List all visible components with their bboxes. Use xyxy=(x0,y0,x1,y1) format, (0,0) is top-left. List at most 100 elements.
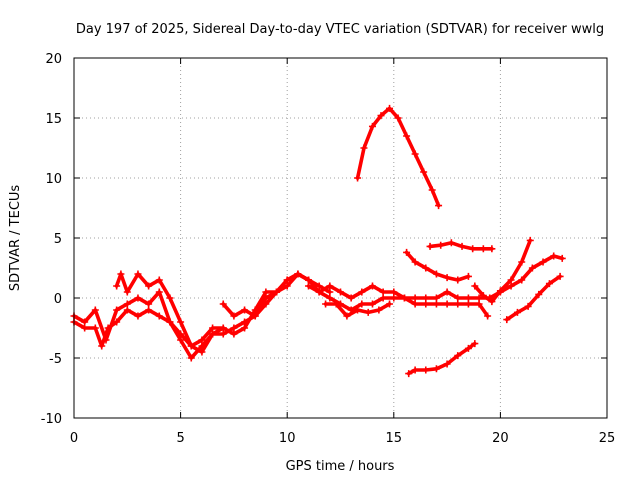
data-point xyxy=(545,280,553,288)
data-point xyxy=(283,276,291,284)
data-point xyxy=(315,282,323,290)
series-sat-h xyxy=(403,248,472,284)
x-tick-label: 15 xyxy=(386,431,403,446)
data-point xyxy=(496,288,504,296)
data-point xyxy=(113,318,121,326)
data-point xyxy=(177,336,185,344)
data-point xyxy=(524,302,532,310)
series-line xyxy=(72,272,332,348)
data-point xyxy=(117,270,125,278)
data-point xyxy=(91,306,99,314)
data-point xyxy=(464,272,472,280)
data-point xyxy=(379,294,387,302)
data-point xyxy=(422,300,430,308)
data-point xyxy=(219,324,227,332)
series-sat-f xyxy=(322,300,394,320)
y-tick-label: 20 xyxy=(45,52,62,67)
data-point xyxy=(81,324,89,332)
series-sat-l xyxy=(486,252,566,302)
data-point xyxy=(411,294,419,302)
series-line xyxy=(355,106,441,208)
data-point xyxy=(155,312,163,320)
data-point xyxy=(484,312,492,320)
y-tick-label: -10 xyxy=(41,412,62,427)
data-point xyxy=(134,270,142,278)
data-point xyxy=(454,294,462,302)
data-point xyxy=(145,300,153,308)
data-point xyxy=(368,300,376,308)
data-point xyxy=(219,330,227,338)
data-point xyxy=(403,132,411,140)
series-sat-c xyxy=(113,270,227,356)
data-point xyxy=(262,294,270,302)
data-point xyxy=(503,316,511,324)
data-point xyxy=(420,168,428,176)
series-sat-i xyxy=(426,239,496,253)
data-point xyxy=(209,324,217,332)
data-point xyxy=(535,290,543,298)
data-point xyxy=(390,294,398,302)
axis-tick-labels: 0 5 10 15 20 25 -10 -5 0 5 10 15 20 xyxy=(41,52,616,446)
data-point xyxy=(347,294,355,302)
x-tick-label: 5 xyxy=(176,431,184,446)
x-tick-label: 25 xyxy=(599,431,616,446)
data-point xyxy=(315,288,323,296)
data-point xyxy=(326,288,334,296)
data-point xyxy=(187,342,195,350)
data-point xyxy=(241,318,249,326)
data-point xyxy=(332,300,340,308)
data-point xyxy=(294,270,302,278)
series-line xyxy=(72,272,311,360)
series-line xyxy=(404,250,471,282)
data-point xyxy=(443,300,451,308)
data-point xyxy=(405,370,413,378)
data-point xyxy=(198,348,206,356)
plot-frame xyxy=(73,57,608,419)
x-tick-label: 20 xyxy=(492,431,509,446)
data-point xyxy=(486,294,494,302)
data-point xyxy=(305,282,313,290)
data-point xyxy=(113,306,121,314)
data-point xyxy=(241,306,249,314)
data-point xyxy=(475,300,483,308)
data-point xyxy=(411,300,419,308)
data-point xyxy=(343,312,351,320)
series-line xyxy=(504,274,562,322)
data-point xyxy=(513,308,521,316)
data-point xyxy=(134,294,142,302)
data-point xyxy=(458,242,466,250)
data-point xyxy=(354,174,362,182)
data-point xyxy=(422,264,430,272)
data-point xyxy=(155,288,163,296)
y-tick-label: 15 xyxy=(45,112,62,127)
data-point xyxy=(464,300,472,308)
data-point xyxy=(507,282,515,290)
data-point xyxy=(386,300,394,308)
data-point xyxy=(123,300,131,308)
data-point xyxy=(394,114,402,122)
data-point xyxy=(230,312,238,320)
data-point xyxy=(326,294,334,302)
data-point xyxy=(403,248,411,256)
series-line xyxy=(114,272,225,354)
data-point xyxy=(262,288,270,296)
data-point xyxy=(230,324,238,332)
y-tick-label: 10 xyxy=(45,172,62,187)
data-point xyxy=(368,282,376,290)
data-point xyxy=(375,306,383,314)
data-point xyxy=(358,288,366,296)
chart-title: Day 197 of 2025, Sidereal Day-to-day VTE… xyxy=(76,22,604,37)
data-point xyxy=(283,282,291,290)
data-point xyxy=(209,330,217,338)
x-tick-label: 0 xyxy=(70,431,78,446)
data-point xyxy=(113,282,121,290)
data-point xyxy=(145,306,153,314)
data-point xyxy=(337,288,344,296)
data-point xyxy=(364,308,372,316)
data-point xyxy=(390,288,398,296)
data-point xyxy=(354,306,362,314)
data-point xyxy=(400,294,408,302)
x-axis-label: GPS time / hours xyxy=(286,459,395,474)
data-point xyxy=(262,300,270,308)
